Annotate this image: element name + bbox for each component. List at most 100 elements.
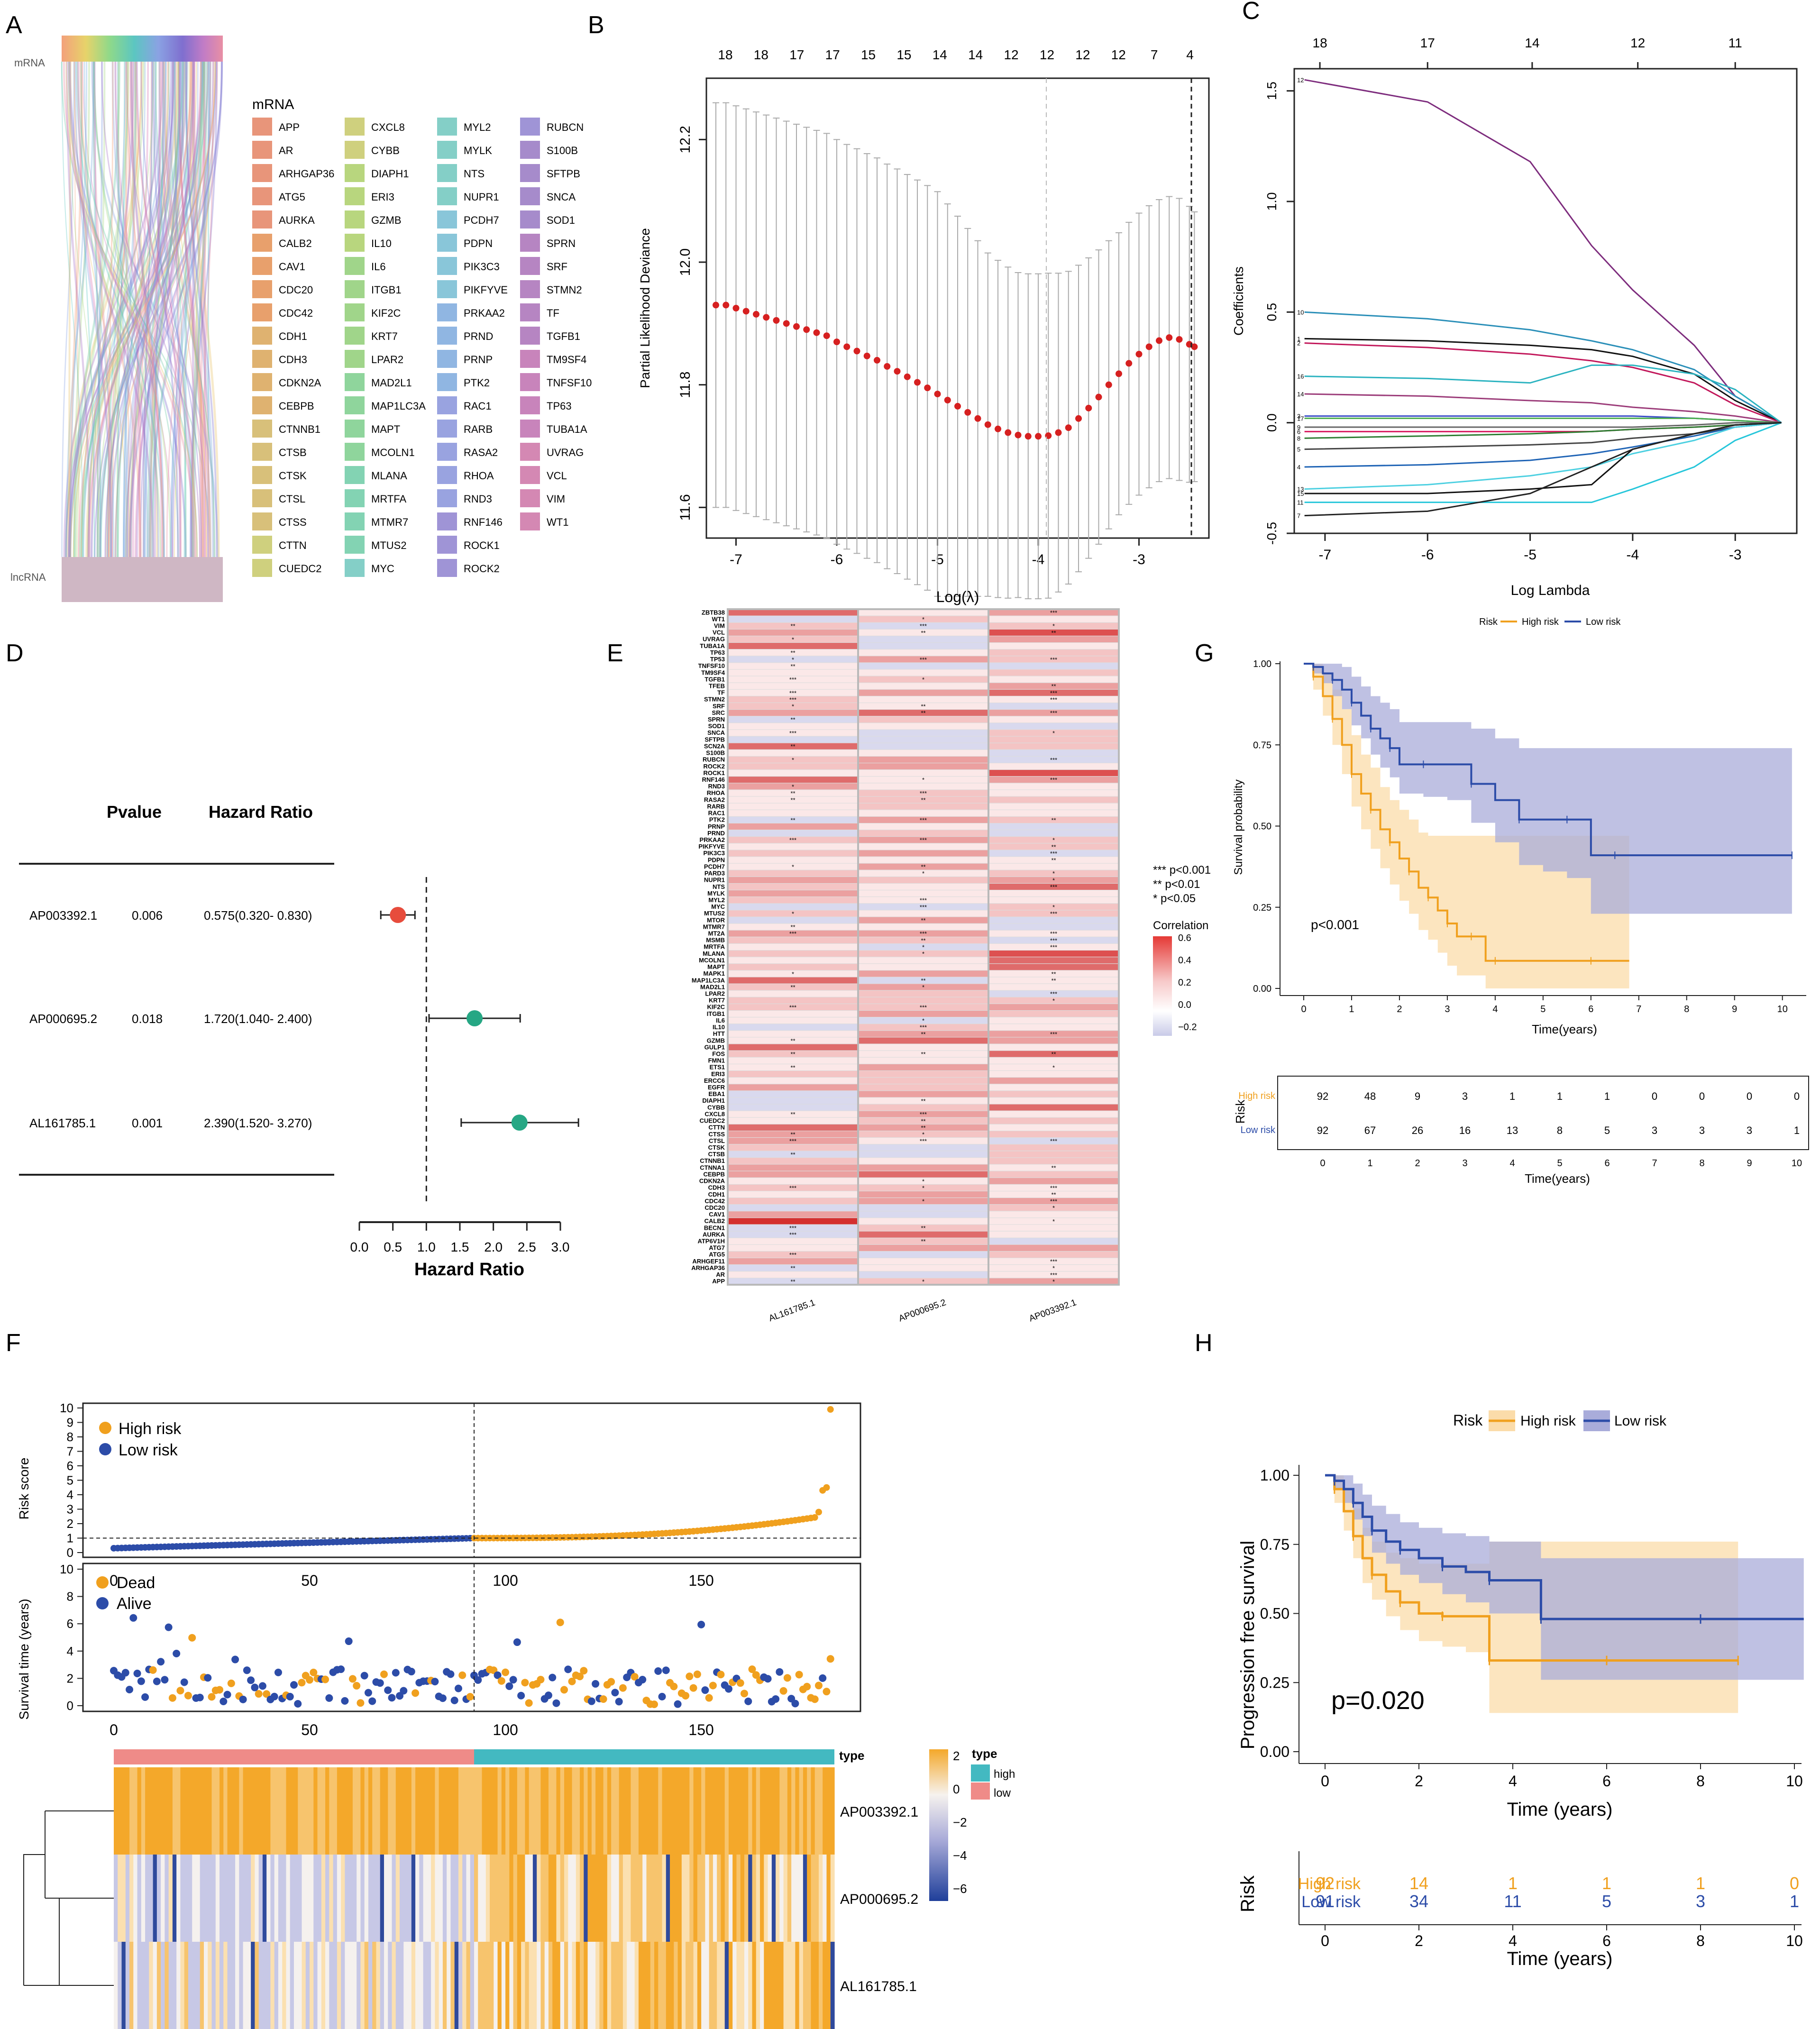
c-y-tick-label: -0.5 (1264, 522, 1279, 545)
f-heat-cell (243, 1767, 247, 1855)
f-heat-cell (697, 1855, 702, 1942)
sankey-flow (68, 61, 100, 558)
f-time-point (141, 1693, 149, 1701)
h-legend-low: Low risk (1614, 1413, 1667, 1429)
f-heat-cell (693, 1767, 698, 1855)
gene-legend-swatch (252, 257, 272, 275)
e-color-tick: 0.6 (1178, 933, 1191, 943)
e-row-label: CXCL8 (704, 1110, 725, 1117)
gene-legend-label: CXCL8 (371, 121, 405, 133)
f-risk-point (811, 1514, 818, 1521)
f-heat-cell (145, 1767, 149, 1855)
f-heat-cell (787, 1767, 792, 1855)
g-legend-low: Low risk (1586, 617, 1621, 627)
f-time-point (682, 1691, 690, 1700)
f-heat-cell (662, 1942, 667, 2029)
f-legend-high: High risk (119, 1420, 182, 1438)
e-row-label: FOS (712, 1050, 725, 1057)
f-heat-cell (494, 1767, 498, 1855)
gene-legend-label: SPRN (547, 238, 576, 249)
c-top-count: 12 (1630, 36, 1645, 50)
f-heat-cell (290, 1767, 294, 1855)
f-heat-cell (771, 1767, 776, 1855)
f-heat-cell (799, 1942, 804, 2029)
f-heat-cell (724, 1942, 729, 2029)
sankey-flow (61, 61, 211, 558)
f-risk-y-tick-label: 0 (67, 1545, 73, 1560)
h-table-xlabel: Time (years) (1507, 1948, 1613, 1969)
e-sig-mark: *** (1050, 1184, 1057, 1191)
sankey-top-bar (62, 36, 223, 62)
f-heat-cell (247, 1942, 251, 2029)
e-sig-mark: * (792, 783, 794, 790)
f-time-point (447, 1670, 455, 1678)
f-heat-cell (184, 1942, 189, 2029)
e-heat-cell (858, 1251, 989, 1259)
f-heat-cell (791, 1942, 796, 2029)
f-heat-cell (235, 1767, 239, 1855)
f-heat-cell (470, 1942, 475, 2029)
f-time-ylabel: Survival time (years) (17, 1599, 31, 1719)
gene-legend-label: TGFB1 (547, 330, 580, 342)
h-table-xtick: 10 (1786, 1932, 1803, 1949)
e-sig-mark: *** (920, 930, 927, 937)
f-heat-cell (348, 1767, 353, 1855)
gene-legend-label: CTSB (279, 447, 307, 458)
e-heat-cell (727, 1097, 859, 1105)
sankey-flow (75, 61, 165, 558)
sankey-flow (97, 61, 170, 558)
f-heat-cell (125, 1855, 130, 1942)
h-x-tick-label: 10 (1786, 1773, 1803, 1790)
f-heat-cell (341, 1942, 345, 2029)
sankey-bottom-label: lncRNA (10, 571, 46, 583)
f-heat-cell (717, 1767, 722, 1855)
e-heat-cell (988, 890, 1119, 897)
h-table-count: 0 (1790, 1874, 1799, 1893)
b-cv-point (904, 373, 911, 380)
e-row-label: ATG5 (709, 1251, 725, 1258)
f-heat-cell (517, 1767, 521, 1855)
c-line-label: 11 (1297, 499, 1304, 506)
f-heat-cell (517, 1855, 521, 1942)
f-heat-cell (482, 1855, 486, 1942)
sankey-flow (92, 61, 113, 558)
e-row-label: RNF146 (702, 776, 725, 783)
f-time-point (741, 1690, 748, 1698)
e-sig-mark: *** (1050, 1031, 1057, 1038)
h-y-tick-label: 0.25 (1260, 1674, 1290, 1691)
e-sig-mark: *** (789, 1004, 796, 1011)
e-row-label: CTTN (708, 1124, 725, 1131)
f-time-point (121, 1669, 129, 1677)
f-heat-cell (388, 1767, 393, 1855)
b-cv-point (1135, 351, 1143, 357)
f-heat-cell (634, 1942, 639, 2029)
sankey-flow (91, 61, 188, 558)
e-row-label: ARHGEF11 (692, 1258, 725, 1265)
f-time-point (348, 1675, 357, 1683)
f-time-point (274, 1668, 282, 1676)
gene-legend-label: MTUS2 (371, 539, 407, 551)
gene-legend-swatch (345, 257, 365, 275)
f-heat-cell (219, 1767, 224, 1855)
sankey-flow (185, 61, 215, 558)
sankey-flow (143, 61, 153, 558)
b-cv-point (833, 338, 840, 346)
sankey-flow (190, 61, 218, 558)
f-heat-cell (333, 1855, 338, 1942)
f-heat-cell (638, 1942, 643, 2029)
f-heat-cell (826, 1767, 831, 1855)
e-sig-mark: * (1052, 870, 1055, 877)
h-ylabel: Progression free survival (1237, 1541, 1258, 1749)
f-heat-cell (274, 1855, 279, 1942)
e-heat-cell (858, 996, 989, 1004)
c-coef-line (1304, 422, 1782, 439)
e-row-label: FMN1 (708, 1057, 725, 1064)
f-heat-cell (760, 1855, 764, 1942)
e-heat-cell (727, 709, 859, 717)
sankey-flow (181, 61, 214, 558)
f-heat-cell (305, 1855, 310, 1942)
f-time-point (525, 1699, 533, 1707)
gene-legend-label: PRKAA2 (464, 307, 505, 319)
e-sig-mark: *** (920, 622, 927, 630)
